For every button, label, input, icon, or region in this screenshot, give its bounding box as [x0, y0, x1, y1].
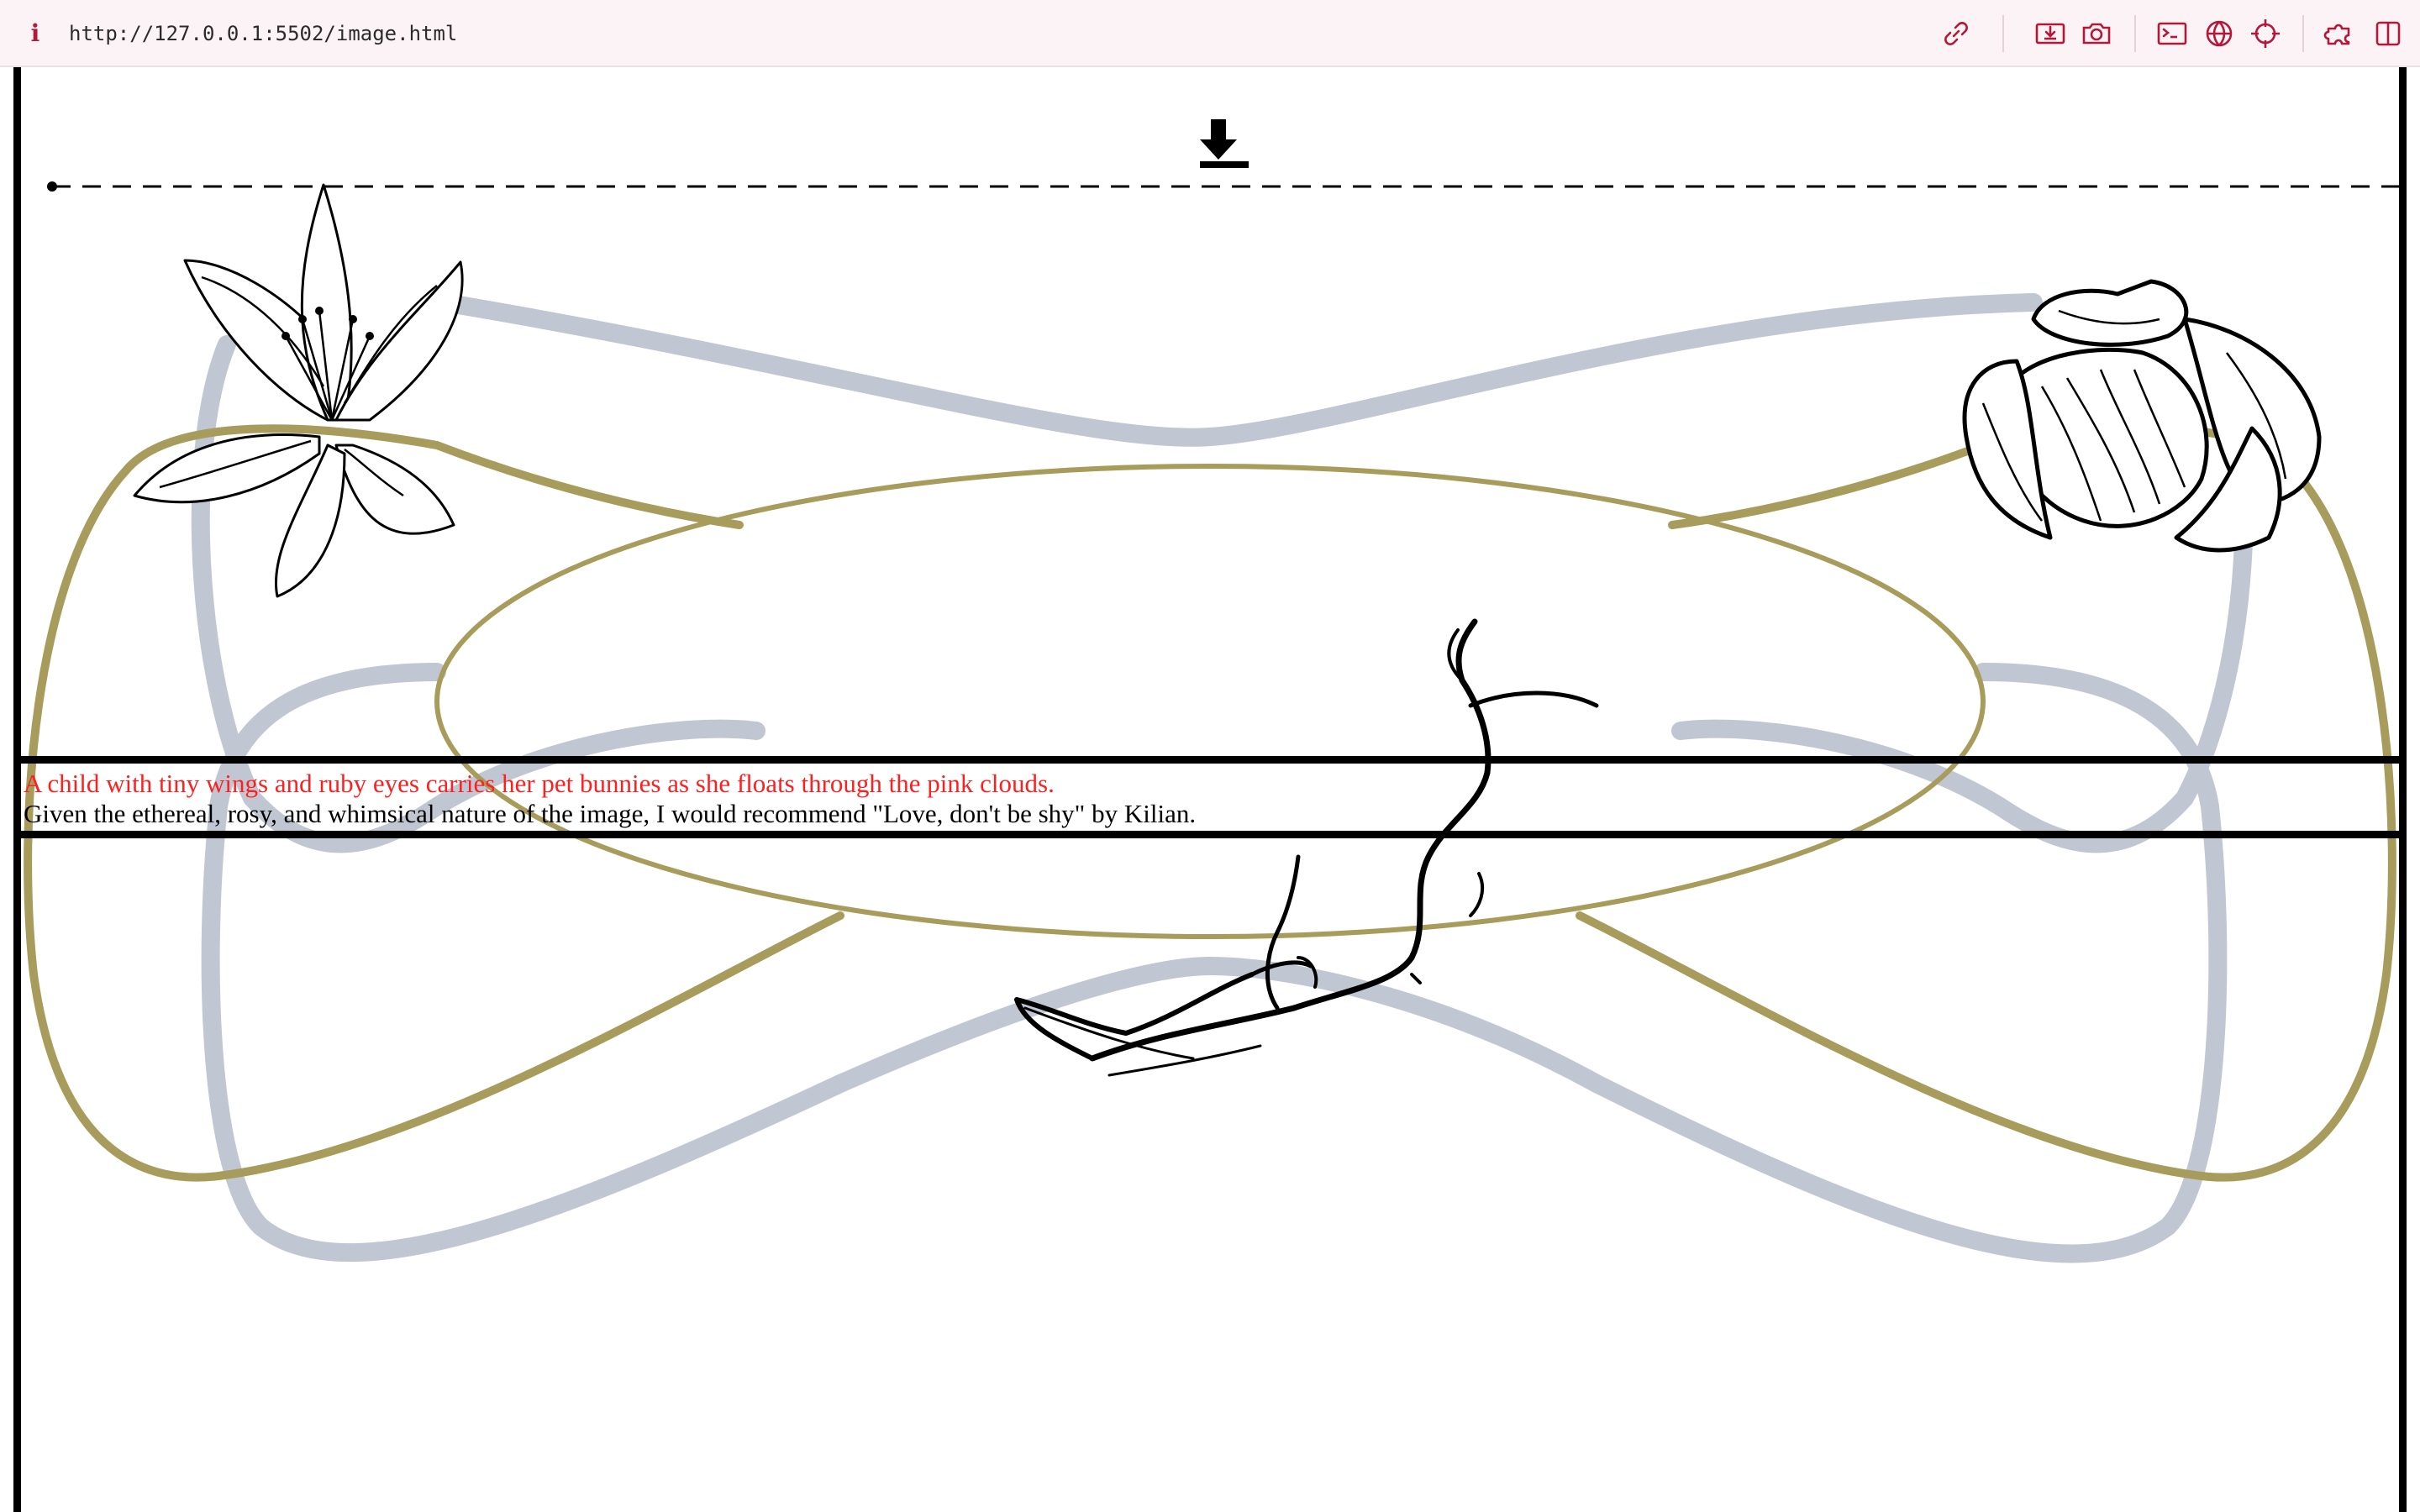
address-bar[interactable]: http://127.0.0.1:5502/image.html	[69, 22, 458, 45]
link-icon[interactable]	[1939, 17, 1973, 50]
toolbar-separator	[2134, 15, 2136, 52]
page-canvas: A child with tiny wings and ruby eyes ca…	[0, 67, 2420, 1512]
cherry-branch	[1014, 618, 1599, 1077]
split-view-icon[interactable]	[2371, 17, 2405, 50]
extensions-icon[interactable]	[2323, 17, 2357, 50]
lotus-flower	[1962, 279, 2322, 553]
browser-toolbar: i http://127.0.0.1:5502/image.html	[0, 0, 2420, 67]
download-box-icon[interactable]	[2033, 17, 2067, 50]
image-caption: A child with tiny wings and ruby eyes ca…	[24, 769, 1055, 798]
terminal-icon[interactable]	[2155, 17, 2189, 50]
right-frame-line	[2399, 67, 2407, 1512]
camera-icon[interactable]	[2080, 17, 2113, 50]
dashed-divider	[47, 181, 2399, 192]
toolbar-separator	[2002, 15, 2004, 52]
text-band: A child with tiny wings and ruby eyes ca…	[15, 756, 2402, 838]
olive-ellipse	[434, 464, 1986, 939]
toolbar-separator	[2302, 15, 2304, 52]
left-frame-line	[13, 67, 21, 1512]
lily-flower	[133, 183, 464, 598]
download-arrow-icon[interactable]	[1200, 119, 1249, 168]
blue-gray-knot	[191, 293, 2254, 1263]
perfume-recommendation: Given the ethereal, rosy, and whimsical …	[24, 799, 1197, 828]
crosshair-icon[interactable]	[2249, 17, 2282, 50]
globe-icon[interactable]	[2202, 17, 2236, 50]
site-info-icon[interactable]: i	[30, 19, 40, 47]
artwork	[13, 67, 2407, 1512]
